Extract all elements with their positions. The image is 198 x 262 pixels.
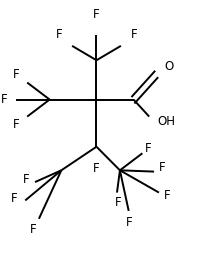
Text: F: F xyxy=(159,161,166,174)
Text: F: F xyxy=(164,189,170,202)
Text: O: O xyxy=(165,60,174,73)
Text: F: F xyxy=(13,68,19,81)
Text: F: F xyxy=(23,173,29,186)
Text: F: F xyxy=(93,8,100,21)
Text: F: F xyxy=(131,28,137,41)
Text: F: F xyxy=(11,192,17,205)
Text: F: F xyxy=(30,223,36,236)
Text: F: F xyxy=(115,196,121,210)
Text: F: F xyxy=(56,28,62,41)
Text: F: F xyxy=(13,118,19,132)
Text: F: F xyxy=(145,141,152,155)
Text: F: F xyxy=(93,162,100,176)
Text: F: F xyxy=(1,93,8,106)
Text: OH: OH xyxy=(158,115,176,128)
Text: F: F xyxy=(125,216,132,229)
